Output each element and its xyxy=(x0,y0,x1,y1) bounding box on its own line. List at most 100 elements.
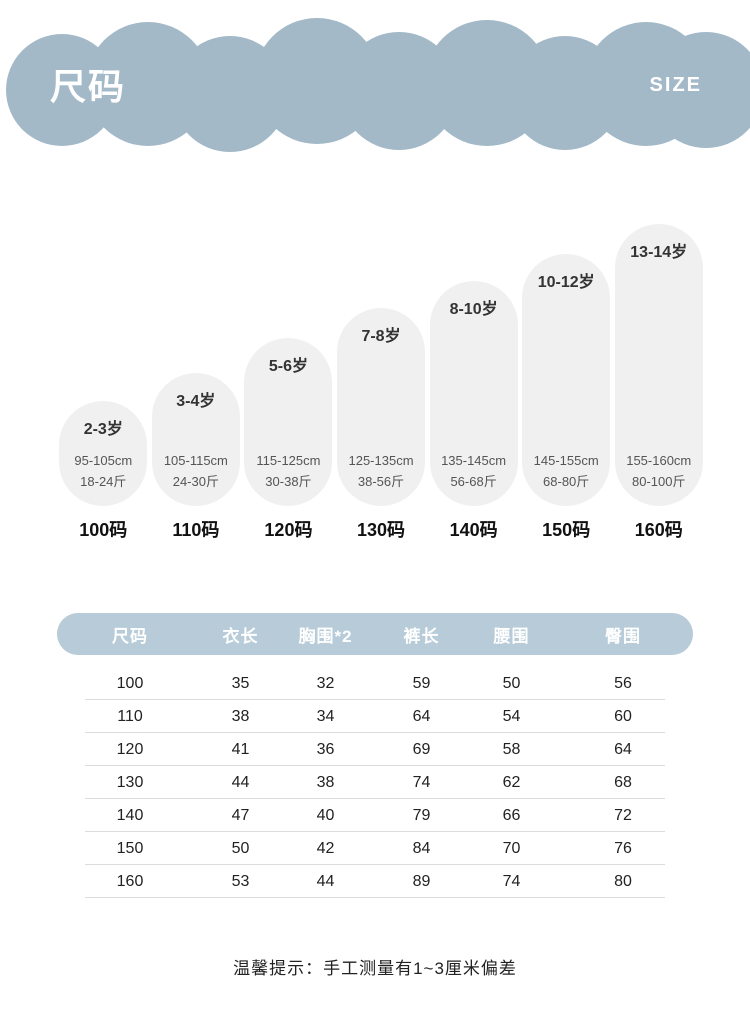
table-cell: 60 xyxy=(614,707,632,725)
size-step: 10-12岁 145-155cm 68-80斤 xyxy=(520,222,613,506)
table-cell: 58 xyxy=(502,740,521,758)
table-cell: 40 xyxy=(316,806,335,824)
table-cell: 140 xyxy=(116,806,144,824)
table-cell: 100 xyxy=(116,674,144,692)
table-cell: 150 xyxy=(116,839,144,857)
range-labels: 135-145cm 56-68斤 xyxy=(441,450,506,492)
table-header-cell: 裤长 xyxy=(403,626,440,646)
size-code-label: 140码 xyxy=(449,520,498,540)
weight-range-label: 56-68斤 xyxy=(450,474,497,489)
table-cell: 74 xyxy=(412,773,431,791)
size-code-label: 160码 xyxy=(634,520,683,540)
table-row: 120 41 36 69 58 64 xyxy=(57,733,693,766)
size-step-capsule: 7-8岁 125-135cm 38-56斤 xyxy=(337,308,426,506)
band-bubble xyxy=(648,32,750,148)
height-range-label: 115-125cm xyxy=(256,453,321,468)
table-row: 150 50 42 84 70 76 xyxy=(57,832,693,865)
table-header-cell: 腰围 xyxy=(493,626,530,646)
table-cell: 44 xyxy=(231,773,250,791)
weight-range-label: 18-24斤 xyxy=(80,474,127,489)
measurement-note: 温馨提示：手工测量有1~3厘米偏差 xyxy=(233,959,517,978)
table-cell: 64 xyxy=(412,707,431,725)
size-code-row: 100码 110码 120码 130码 140码 150码 160码 xyxy=(57,516,705,542)
range-labels: 125-135cm 38-56斤 xyxy=(348,450,413,492)
size-step-capsule: 5-6岁 115-125cm 30-38斤 xyxy=(244,338,333,506)
table-header-cell: 尺码 xyxy=(112,626,148,646)
table-cell: 160 xyxy=(116,872,144,890)
age-range-label: 13-14岁 xyxy=(630,244,688,261)
table-cell: 47 xyxy=(231,806,250,824)
table-cell: 59 xyxy=(412,674,431,692)
table-header-cell: 衣长 xyxy=(222,626,259,646)
age-range-label: 3-4岁 xyxy=(176,393,216,410)
table-row: 100 35 32 59 50 56 xyxy=(57,667,693,700)
table-cell: 84 xyxy=(412,839,431,857)
table-cell: 53 xyxy=(231,872,250,890)
table-cell: 70 xyxy=(502,839,521,857)
size-code-label: 150码 xyxy=(542,520,591,540)
height-range-label: 145-155cm xyxy=(533,453,599,468)
table-row: 160 53 44 89 74 80 xyxy=(57,865,693,898)
table-header-row: 尺码 衣长 胸围*2 裤长 腰围 臀围 xyxy=(57,613,693,655)
range-labels: 145-155cm 68-80斤 xyxy=(534,450,599,492)
table-row: 130 44 38 74 62 68 xyxy=(57,766,693,799)
table-cell: 36 xyxy=(316,740,335,758)
height-range-label: 95-105cm xyxy=(74,453,133,468)
range-labels: 155-160cm 80-100斤 xyxy=(626,450,691,492)
table-cell: 35 xyxy=(231,674,250,692)
table-cell: 56 xyxy=(614,674,632,692)
size-step: 13-14岁 155-160cm 80-100斤 xyxy=(612,222,705,506)
size-step: 3-4岁 105-115cm 24-30斤 xyxy=(150,222,243,506)
table-cell: 120 xyxy=(116,740,144,758)
weight-range-label: 30-38斤 xyxy=(265,474,312,489)
size-code-label: 120码 xyxy=(264,520,313,540)
table-cell: 62 xyxy=(502,773,521,791)
table-cell: 80 xyxy=(614,872,632,890)
table-cell: 68 xyxy=(614,773,632,791)
size-steps: 2-3岁 95-105cm 18-24斤 3-4岁 105-115cm 24-3… xyxy=(57,222,705,506)
weight-range-label: 38-56斤 xyxy=(357,474,405,489)
header-band: 尺码 SIZE xyxy=(0,18,750,168)
table-row: 140 47 40 79 66 72 xyxy=(57,799,693,832)
size-step-capsule: 13-14岁 155-160cm 80-100斤 xyxy=(614,224,703,506)
weight-range-label: 24-30斤 xyxy=(172,474,219,489)
size-step-capsule: 2-3岁 95-105cm 18-24斤 xyxy=(59,401,148,506)
age-range-label: 10-12岁 xyxy=(537,274,595,291)
size-code-label: 100码 xyxy=(79,520,128,540)
table-cell: 64 xyxy=(614,740,632,758)
size-code-label: 110码 xyxy=(172,520,220,540)
age-range-label: 2-3岁 xyxy=(83,421,123,438)
table-cell: 44 xyxy=(316,872,335,890)
table-cell: 72 xyxy=(614,806,632,824)
range-labels: 115-125cm 30-38斤 xyxy=(256,450,320,492)
table-row: 110 38 34 64 54 60 xyxy=(57,700,693,733)
height-range-label: 155-160cm xyxy=(626,453,692,468)
table-cell: 54 xyxy=(502,707,521,725)
age-range-label: 8-10岁 xyxy=(449,301,498,318)
table-cell: 130 xyxy=(116,773,144,791)
age-range-label: 7-8岁 xyxy=(361,328,401,345)
size-step: 8-10岁 135-145cm 56-68斤 xyxy=(427,222,520,506)
table-cell: 38 xyxy=(231,707,250,725)
size-step: 5-6岁 115-125cm 30-38斤 xyxy=(242,222,335,506)
table-cell: 66 xyxy=(502,806,521,824)
weight-range-label: 68-80斤 xyxy=(543,474,590,489)
height-range-label: 125-135cm xyxy=(348,453,414,468)
page-title: 尺码 xyxy=(50,66,127,107)
table-cell: 41 xyxy=(231,740,250,758)
table-cell: 89 xyxy=(412,872,431,890)
size-step-capsule: 10-12岁 145-155cm 68-80斤 xyxy=(522,254,611,506)
size-code-label: 130码 xyxy=(357,520,406,540)
table-cell: 50 xyxy=(502,674,521,692)
height-range-label: 135-145cm xyxy=(441,453,507,468)
height-range-label: 105-115cm xyxy=(163,453,228,468)
table-cell: 42 xyxy=(316,839,335,857)
age-range-label: 5-6岁 xyxy=(268,358,308,375)
table-cell: 50 xyxy=(231,839,250,857)
table-cell: 34 xyxy=(316,707,335,725)
table-cell: 38 xyxy=(316,773,335,791)
range-labels: 95-105cm 18-24斤 xyxy=(74,450,132,492)
table-cell: 79 xyxy=(412,806,431,824)
size-step: 7-8岁 125-135cm 38-56斤 xyxy=(335,222,428,506)
